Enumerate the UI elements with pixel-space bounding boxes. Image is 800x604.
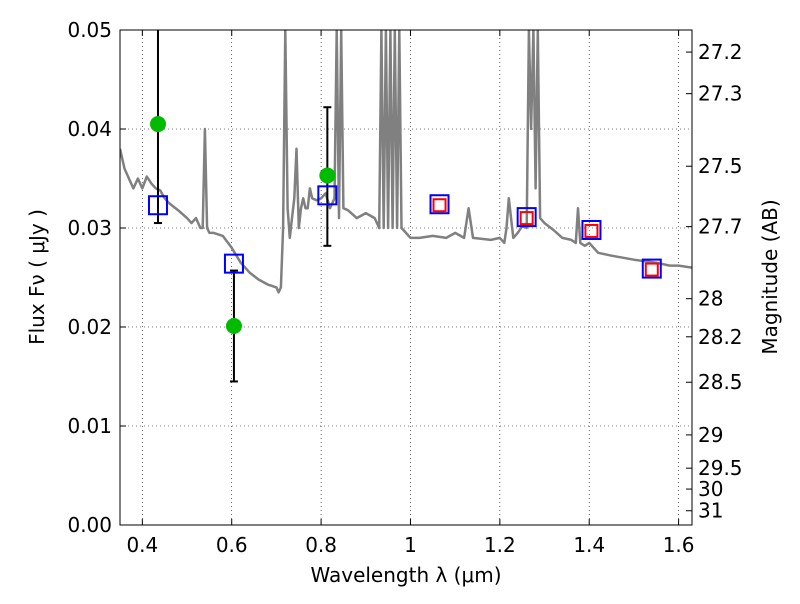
plot-frame <box>119 29 693 526</box>
y2-tick-label: 27.5 <box>698 154 743 178</box>
y-tick-label: 0.03 <box>67 216 112 240</box>
y2-tick-label: 27.7 <box>698 215 743 239</box>
x-tick-label: 0.4 <box>126 533 158 557</box>
y-tick-label: 0.02 <box>67 315 112 339</box>
y2-axis-label: Magnitude (AB) <box>758 199 782 354</box>
y-axis-label: Flux Fν ( μJy ) <box>25 209 49 345</box>
x-tick-label: 1.2 <box>484 533 516 557</box>
y-tick-label: 0.00 <box>67 513 112 537</box>
template-point <box>519 211 534 226</box>
x-tick-label: 1.6 <box>663 533 695 557</box>
y2-tick-label: 29 <box>698 423 723 447</box>
observed-point <box>225 318 242 335</box>
ticks-layer: 0.4 0.6 0.8 1 1.2 1.4 1.6 0.00 0.01 0.02 0.03 0.04 0… <box>67 18 742 557</box>
model-point <box>516 207 537 228</box>
spectrum-layer <box>120 30 692 294</box>
x-tick-label: 0.6 <box>216 533 248 557</box>
y2-tick-label: 28.2 <box>698 325 743 349</box>
points-layer <box>147 116 662 335</box>
y-tick-label: 0.01 <box>67 414 112 438</box>
model-point <box>147 195 168 216</box>
x-axis-label: Wavelength λ (μm) <box>310 563 501 587</box>
grid-layer <box>120 29 692 526</box>
y2-tick-label: 27.2 <box>698 40 743 64</box>
x-tick-label: 1.4 <box>573 533 605 557</box>
observed-point <box>149 116 166 133</box>
spectrum-line <box>120 30 692 294</box>
y-tick-label: 0.04 <box>67 117 112 141</box>
template-point <box>584 223 599 238</box>
model-point <box>581 219 602 240</box>
y2-tick-label: 27.3 <box>698 82 743 106</box>
y2-tick-label: 30 <box>698 477 723 501</box>
observed-point <box>319 167 336 184</box>
model-point <box>641 258 662 279</box>
y-tick-label: 0.05 <box>67 18 112 42</box>
x-tick-label: 0.8 <box>305 533 337 557</box>
y2-tick-label: 31 <box>698 499 723 523</box>
template-point <box>644 262 659 277</box>
x-tick-label: 1 <box>404 533 417 557</box>
y2-tick-label: 29.5 <box>698 456 743 480</box>
model-point <box>429 194 450 215</box>
y2-tick-label: 28 <box>698 287 723 311</box>
y2-tick-label: 28.5 <box>698 370 743 394</box>
template-point <box>432 198 447 213</box>
model-point <box>223 253 244 274</box>
model-point <box>317 185 338 206</box>
